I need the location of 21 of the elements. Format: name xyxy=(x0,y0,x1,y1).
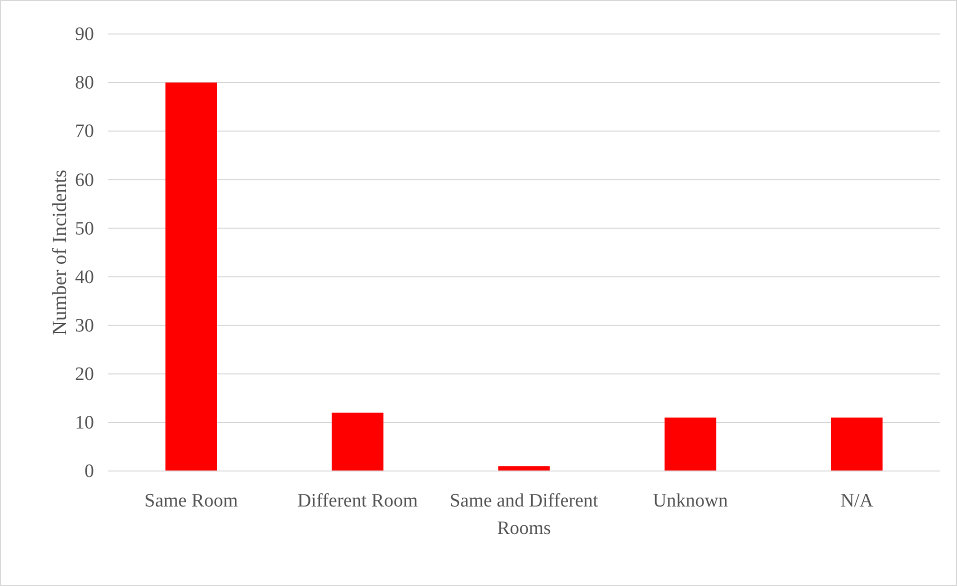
y-tick-label: 0 xyxy=(84,461,94,482)
y-axis-title: Number of Incidents xyxy=(49,170,71,336)
x-tick-label: Different Room xyxy=(297,490,418,512)
y-tick-label: 20 xyxy=(75,364,94,385)
x-tick-label: N/A xyxy=(840,490,874,512)
y-tick-label: 30 xyxy=(75,315,94,336)
bar xyxy=(165,82,217,471)
bar xyxy=(664,418,716,471)
y-tick-label: 40 xyxy=(75,266,94,288)
y-tick-label: 50 xyxy=(75,218,94,240)
bar xyxy=(332,412,384,471)
y-tick-label: 60 xyxy=(75,170,94,191)
y-tick-label: 10 xyxy=(75,412,94,434)
y-tick-label: 90 xyxy=(75,24,94,46)
y-tick-label: 80 xyxy=(75,72,94,94)
y-tick-label: 70 xyxy=(75,121,94,142)
x-tick-label: Same Room xyxy=(144,490,238,512)
bar xyxy=(498,466,550,471)
x-tick-label: Same and Different Rooms xyxy=(450,490,599,540)
x-tick-label: Unknown xyxy=(652,490,728,512)
bar xyxy=(831,418,883,471)
